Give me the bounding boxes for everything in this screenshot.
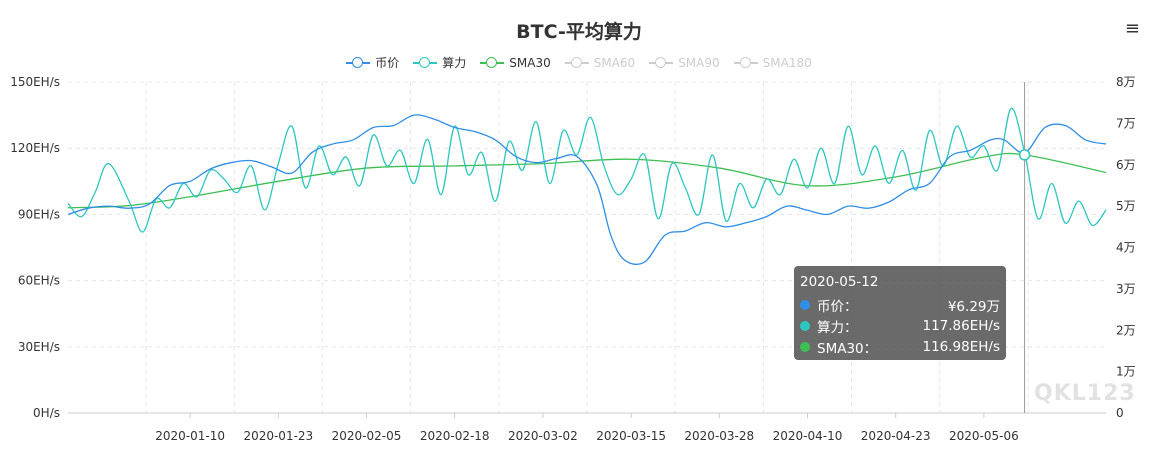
legend-item-hashrate[interactable]: 算力 — [413, 54, 466, 71]
menu-icon[interactable]: ≡ — [1124, 18, 1140, 39]
legend-label: 算力 — [442, 56, 467, 70]
tooltip-row-sma30: SMA30： 116.98EH/s — [800, 336, 1000, 357]
series-dot-icon — [800, 299, 810, 310]
y-right-tick-label: 1万 — [1116, 365, 1136, 379]
y-right-tick-label: 2万 — [1116, 323, 1136, 337]
x-tick-label: 2020-04-23 — [861, 429, 931, 443]
tooltip-series-value: 117.86EH/s — [922, 317, 1001, 334]
y-right-tick-label: 7万 — [1116, 116, 1136, 130]
qkl123-watermark-logo: QKL123 — [1034, 381, 1136, 406]
legend-label: SMA180 — [762, 55, 812, 70]
x-tick-label: 2020-02-05 — [332, 429, 402, 443]
series-line-sma30 — [67, 152, 1107, 209]
tooltip-series-value: 116.98EH/s — [922, 338, 1001, 355]
legend-label: SMA60 — [593, 55, 636, 70]
y-left-tick-label: 60EH/s — [18, 274, 60, 288]
x-tick-label: 2020-01-23 — [243, 429, 313, 443]
y-right-tick-label: 3万 — [1116, 282, 1136, 296]
legend-item-sma60[interactable]: SMA60 — [564, 54, 636, 71]
legend-line-marker-icon — [413, 56, 438, 69]
y-left-tick-label: 120EH/s — [10, 141, 60, 155]
y-left-tick-label: 150EH/s — [10, 75, 60, 89]
y-right-tick-label: 4万 — [1116, 241, 1136, 255]
chart-legend: 币价 算力 SMA30 SMA60 SMA90 SMA180 — [0, 54, 1158, 71]
legend-line-marker-icon — [346, 56, 371, 69]
legend-label: 币价 — [375, 56, 400, 70]
y-left-tick-label: 0H/s — [33, 406, 60, 420]
series-dot-icon — [800, 320, 810, 331]
legend-line-marker-icon — [733, 56, 758, 69]
legend-item-sma30[interactable]: SMA30 — [480, 54, 551, 71]
y-left-tick-label: 90EH/s — [18, 207, 60, 221]
y-right-tick-label: 5万 — [1116, 199, 1136, 213]
legend-line-marker-icon — [480, 56, 505, 69]
legend-item-sma180[interactable]: SMA180 — [733, 54, 812, 71]
tooltip-date: 2020-05-12 — [800, 274, 879, 290]
tooltip-row-price: 币价： ¥6.29万 — [800, 294, 1000, 315]
legend-label: SMA90 — [678, 55, 720, 70]
series-dot-icon — [800, 341, 810, 352]
tooltip-series-name: 币价： — [817, 298, 858, 315]
x-tick-label: 2020-05-06 — [949, 429, 1019, 443]
tooltip-series-name: 算力： — [817, 319, 858, 336]
legend-item-sma90[interactable]: SMA90 — [649, 54, 720, 71]
series-line-price — [67, 114, 1107, 265]
x-tick-label: 2020-01-10 — [155, 429, 225, 443]
x-tick-label: 2020-03-02 — [508, 429, 578, 443]
x-tick-label: 2020-04-10 — [773, 429, 843, 443]
tooltip-series-value: ¥6.29万 — [947, 298, 1000, 315]
series-line-hashrate — [67, 107, 1107, 233]
chart-title: BTC-平均算力 — [516, 21, 642, 43]
y-right-tick-label: 0 — [1116, 406, 1124, 420]
legend-label: SMA30 — [509, 55, 551, 70]
y-left-tick-label: 30EH/s — [18, 340, 60, 354]
x-tick-label: 2020-03-15 — [596, 429, 666, 443]
hover-point-marker — [1018, 149, 1031, 161]
tooltip-row-hashrate: 算力： 117.86EH/s — [800, 315, 1000, 336]
x-tick-label: 2020-02-18 — [420, 429, 490, 443]
y-right-tick-label: 8万 — [1116, 75, 1136, 89]
legend-item-price[interactable]: 币价 — [346, 54, 399, 71]
y-right-tick-label: 6万 — [1116, 158, 1136, 172]
chart-tooltip: 2020-05-12 币价： ¥6.29万 算力： 117.86EH/s SMA… — [794, 266, 1006, 360]
legend-line-marker-icon — [564, 56, 589, 69]
x-tick-label: 2020-03-28 — [684, 429, 754, 443]
tooltip-series-name: SMA30： — [817, 340, 878, 357]
legend-line-marker-icon — [649, 56, 674, 69]
